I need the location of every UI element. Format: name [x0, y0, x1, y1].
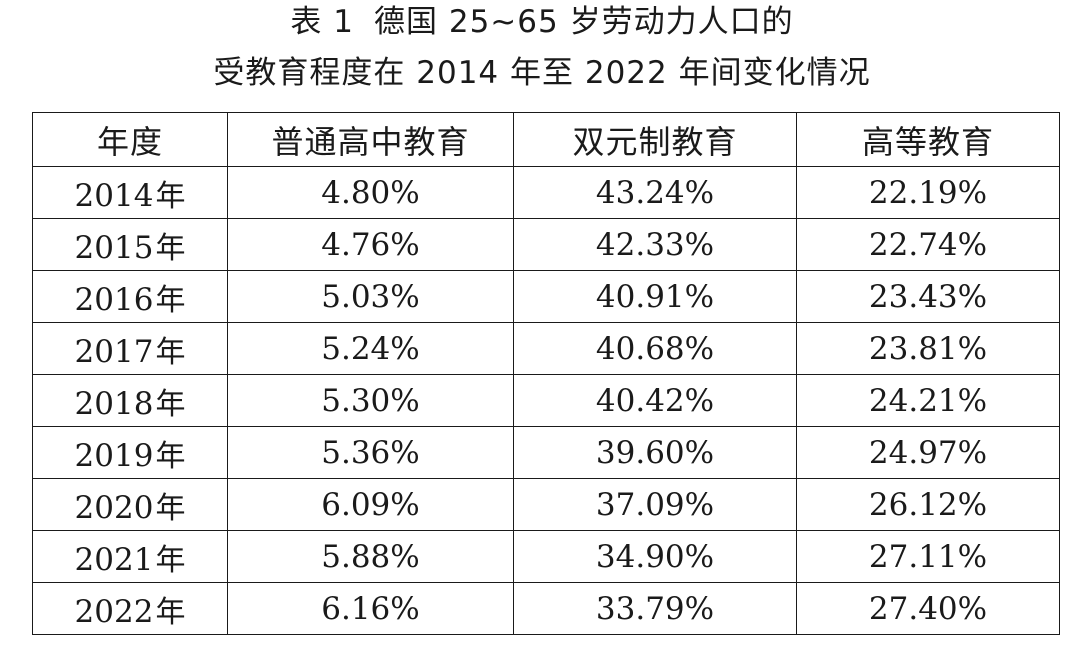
general-cell: 5.30%	[227, 374, 514, 427]
year-cell: 2016年	[32, 270, 228, 323]
dual-cell: 40.91%	[513, 270, 797, 323]
year-cell: 2019年	[32, 426, 228, 479]
higher-cell: 26.12%	[796, 478, 1060, 531]
year-cell: 2018年	[32, 374, 228, 427]
year-value: 2014	[74, 177, 154, 214]
table-row: 2019年 5.36% 39.60% 24.97%	[32, 426, 1060, 479]
year-value: 2022	[74, 593, 154, 630]
year-cell: 2014年	[32, 166, 228, 219]
table-title-line-1: 德国 25~65 岁劳动力人口的	[374, 4, 794, 40]
dual-cell: 40.68%	[513, 322, 797, 375]
dual-cell: 40.42%	[513, 374, 797, 427]
table-title-line-2: 受教育程度在 2014 年至 2022 年间变化情况	[213, 55, 871, 91]
dual-cell: 43.24%	[513, 166, 797, 219]
general-cell: 5.36%	[227, 426, 514, 479]
year-cell: 2021年	[32, 530, 228, 583]
general-cell: 6.09%	[227, 478, 514, 531]
table-row: 2016年 5.03% 40.91% 23.43%	[32, 270, 1060, 323]
higher-cell: 24.97%	[796, 426, 1060, 479]
year-unit: 年	[155, 334, 186, 370]
table-caption-line-2: 受教育程度在 2014 年至 2022 年间变化情况	[0, 53, 1084, 93]
general-cell: 6.16%	[227, 582, 514, 635]
higher-cell: 22.19%	[796, 166, 1060, 219]
table-row: 2018年 5.30% 40.42% 24.21%	[32, 374, 1060, 427]
dual-cell: 42.33%	[513, 218, 797, 271]
year-value: 2017	[74, 333, 154, 370]
header-dual-education: 双元制教育	[513, 112, 797, 167]
year-cell: 2015年	[32, 218, 228, 271]
year-value: 2019	[74, 437, 154, 474]
year-unit: 年	[155, 490, 186, 526]
general-cell: 4.80%	[227, 166, 514, 219]
year-value: 2018	[74, 385, 154, 422]
year-value: 2015	[74, 229, 154, 266]
table-header-row: 年度 普通高中教育 双元制教育 高等教育	[32, 112, 1060, 167]
higher-cell: 23.81%	[796, 322, 1060, 375]
year-unit: 年	[155, 594, 186, 630]
year-unit: 年	[155, 542, 186, 578]
year-unit: 年	[155, 438, 186, 474]
year-unit: 年	[155, 230, 186, 266]
dual-cell: 37.09%	[513, 478, 797, 531]
higher-cell: 24.21%	[796, 374, 1060, 427]
education-table: 年度 普通高中教育 双元制教育 高等教育 2014年 4.80% 43.24% …	[32, 112, 1060, 635]
year-cell: 2017年	[32, 322, 228, 375]
dual-cell: 39.60%	[513, 426, 797, 479]
header-general-secondary: 普通高中教育	[227, 112, 514, 167]
higher-cell: 27.11%	[796, 530, 1060, 583]
year-unit: 年	[155, 386, 186, 422]
table-row: 2017年 5.24% 40.68% 23.81%	[32, 322, 1060, 375]
general-cell: 5.03%	[227, 270, 514, 323]
year-value: 2016	[74, 281, 154, 318]
table-row: 2015年 4.76% 42.33% 22.74%	[32, 218, 1060, 271]
higher-cell: 22.74%	[796, 218, 1060, 271]
year-unit: 年	[155, 282, 186, 318]
higher-cell: 23.43%	[796, 270, 1060, 323]
year-cell: 2020年	[32, 478, 228, 531]
general-cell: 5.88%	[227, 530, 514, 583]
table-row: 2022年 6.16% 33.79% 27.40%	[32, 582, 1060, 635]
dual-cell: 34.90%	[513, 530, 797, 583]
table-row: 2021年 5.88% 34.90% 27.11%	[32, 530, 1060, 583]
year-cell: 2022年	[32, 582, 228, 635]
dual-cell: 33.79%	[513, 582, 797, 635]
year-value: 2020	[74, 489, 154, 526]
table-caption-line-1: 表 1 德国 25~65 岁劳动力人口的	[0, 2, 1084, 42]
year-unit: 年	[155, 178, 186, 214]
header-higher-education: 高等教育	[796, 112, 1060, 167]
year-value: 2021	[74, 541, 154, 578]
general-cell: 4.76%	[227, 218, 514, 271]
higher-cell: 27.40%	[796, 582, 1060, 635]
table-row: 2020年 6.09% 37.09% 26.12%	[32, 478, 1060, 531]
general-cell: 5.24%	[227, 322, 514, 375]
table-number: 表 1	[290, 4, 354, 40]
table-row: 2014年 4.80% 43.24% 22.19%	[32, 166, 1060, 219]
header-year: 年度	[32, 112, 228, 167]
